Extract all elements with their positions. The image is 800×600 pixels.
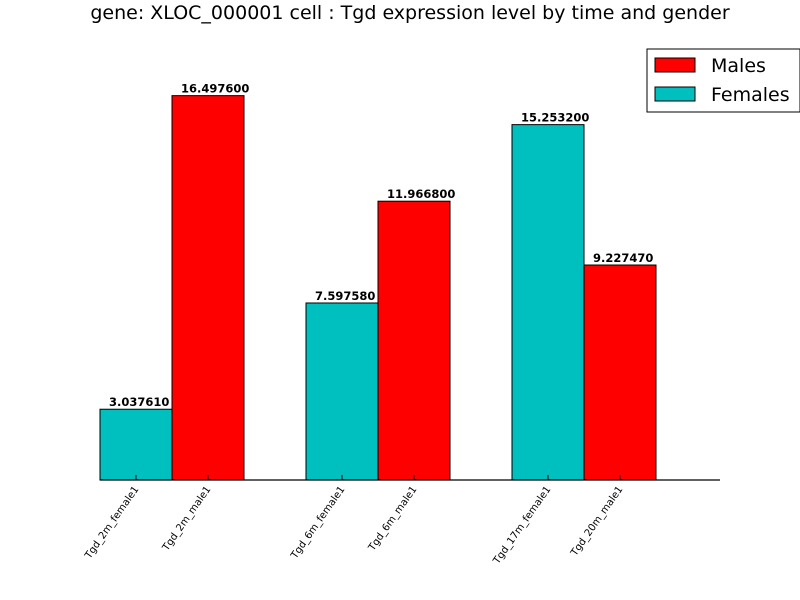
x-tick-label: Tgd_17m_female1 <box>491 484 553 567</box>
bar-Tgd_6m_female1 <box>305 302 379 481</box>
bar-Tgd_20m_male1 <box>583 264 657 481</box>
legend-swatch-females <box>654 86 696 102</box>
x-tick-label: Tgd_2m_female1 <box>83 484 142 561</box>
x-tick-label: Tgd_20m_male1 <box>569 484 626 559</box>
bar-Tgd_6m_male1 <box>377 200 451 481</box>
legend-label-females: Females <box>711 84 790 106</box>
x-tick-label: Tgd_6m_male1 <box>366 484 419 553</box>
x-tick-label: Tgd_6m_female1 <box>289 484 348 561</box>
chart-title: gene: XLOC_000001 cell : Tgd expression … <box>90 2 729 24</box>
x-tick-label: Tgd_2m_male1 <box>160 484 213 553</box>
bar-value-label: 3.037610 <box>109 395 169 409</box>
bar-value-label: 11.966800 <box>387 187 455 201</box>
bar-Tgd_17m_female1 <box>511 124 585 481</box>
bars-layer <box>99 95 657 481</box>
x-tick-marks <box>135 475 621 480</box>
bar-value-label: 9.227470 <box>593 251 653 265</box>
bar-value-labels: 3.037610 16.497600 7.597580 11.966800 15.253… <box>109 82 653 410</box>
bar-Tgd_2m_female1 <box>99 408 173 481</box>
legend: Males Females <box>646 48 800 113</box>
legend-label-males: Males <box>711 55 766 77</box>
bar-value-label: 7.597580 <box>315 289 375 303</box>
x-tick-labels: Tgd_2m_female1 Tgd_2m_male1 Tgd_6m_female1… <box>83 484 626 567</box>
bar-Tgd_2m_male1 <box>171 95 245 481</box>
bar-value-label: 15.253200 <box>521 111 589 125</box>
legend-swatch-males <box>654 57 696 73</box>
bar-value-label: 16.497600 <box>181 82 249 96</box>
